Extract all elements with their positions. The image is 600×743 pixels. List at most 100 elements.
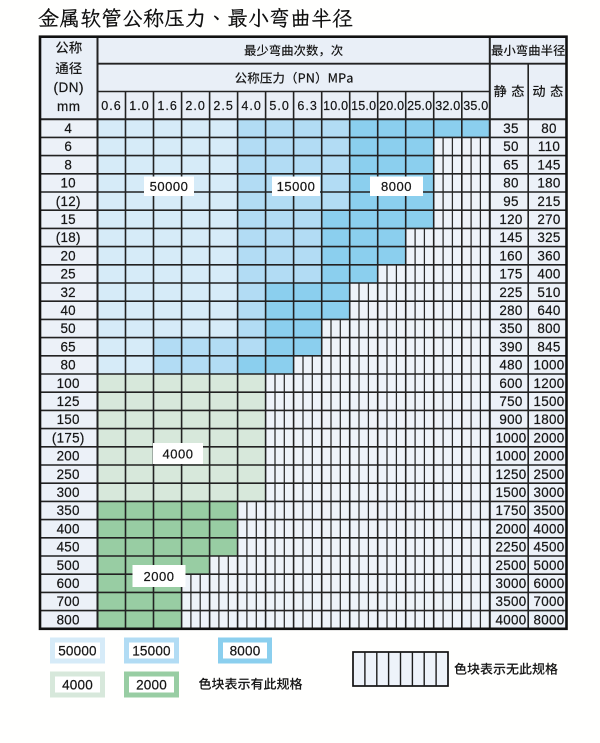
svg-text:8: 8 bbox=[64, 157, 72, 172]
svg-text:1200: 1200 bbox=[534, 376, 565, 391]
svg-text:32: 32 bbox=[60, 285, 76, 300]
svg-text:6000: 6000 bbox=[534, 576, 565, 591]
svg-text:mm: mm bbox=[57, 99, 81, 114]
svg-text:215: 215 bbox=[537, 194, 560, 209]
svg-text:175: 175 bbox=[499, 267, 522, 282]
svg-text:270: 270 bbox=[537, 212, 560, 227]
svg-text:800: 800 bbox=[57, 612, 80, 627]
svg-text:40: 40 bbox=[60, 303, 76, 318]
svg-text:390: 390 bbox=[499, 339, 522, 354]
svg-text:325: 325 bbox=[537, 230, 560, 245]
svg-text:150: 150 bbox=[57, 412, 80, 427]
svg-text:2000: 2000 bbox=[534, 449, 565, 464]
svg-text:2.0: 2.0 bbox=[185, 99, 205, 113]
svg-text:25.0: 25.0 bbox=[407, 99, 432, 113]
svg-text:900: 900 bbox=[499, 412, 522, 427]
svg-text:10.0: 10.0 bbox=[323, 99, 348, 113]
svg-text:65: 65 bbox=[503, 157, 519, 172]
svg-text:1500: 1500 bbox=[534, 394, 565, 409]
svg-text:80: 80 bbox=[503, 176, 519, 191]
svg-text:2500: 2500 bbox=[496, 558, 527, 573]
svg-text:15: 15 bbox=[60, 212, 76, 227]
svg-text:2250: 2250 bbox=[496, 540, 527, 555]
svg-text:50: 50 bbox=[60, 321, 76, 336]
svg-text:4: 4 bbox=[64, 121, 72, 136]
svg-text:280: 280 bbox=[499, 303, 522, 318]
svg-text:(DN): (DN) bbox=[54, 80, 85, 95]
svg-text:1500: 1500 bbox=[496, 485, 527, 500]
svg-text:50000: 50000 bbox=[58, 643, 97, 658]
svg-text:450: 450 bbox=[57, 540, 80, 555]
svg-text:400: 400 bbox=[537, 267, 560, 282]
svg-text:35: 35 bbox=[503, 121, 519, 136]
svg-text:360: 360 bbox=[537, 248, 560, 263]
svg-text:80: 80 bbox=[541, 121, 557, 136]
svg-text:1750: 1750 bbox=[496, 503, 527, 518]
svg-text:1.6: 1.6 bbox=[157, 99, 177, 113]
svg-text:1000: 1000 bbox=[534, 358, 565, 373]
svg-text:2500: 2500 bbox=[534, 467, 565, 482]
svg-text:3500: 3500 bbox=[534, 503, 565, 518]
svg-text:4000: 4000 bbox=[62, 677, 93, 692]
svg-text:8000: 8000 bbox=[381, 179, 412, 194]
svg-text:35.0: 35.0 bbox=[463, 99, 488, 113]
svg-text:25: 25 bbox=[60, 267, 76, 282]
svg-text:1250: 1250 bbox=[496, 467, 527, 482]
svg-text:640: 640 bbox=[537, 303, 560, 318]
svg-text:0.6: 0.6 bbox=[101, 99, 121, 113]
svg-text:500: 500 bbox=[57, 558, 80, 573]
svg-text:2000: 2000 bbox=[534, 430, 565, 445]
svg-text:5.0: 5.0 bbox=[269, 99, 289, 113]
svg-text:845: 845 bbox=[537, 339, 560, 354]
svg-text:145: 145 bbox=[537, 157, 560, 172]
svg-text:6: 6 bbox=[64, 139, 72, 154]
svg-text:8000: 8000 bbox=[230, 643, 261, 658]
svg-text:600: 600 bbox=[499, 376, 522, 391]
svg-text:2.5: 2.5 bbox=[213, 99, 233, 113]
svg-text:20: 20 bbox=[60, 248, 76, 263]
svg-text:15000: 15000 bbox=[277, 179, 316, 194]
svg-text:5000: 5000 bbox=[534, 558, 565, 573]
svg-text:65: 65 bbox=[60, 339, 76, 354]
svg-text:(18): (18) bbox=[56, 230, 81, 245]
svg-text:1800: 1800 bbox=[534, 412, 565, 427]
svg-text:6.3: 6.3 bbox=[297, 99, 317, 113]
svg-text:750: 750 bbox=[499, 394, 522, 409]
svg-text:(175): (175) bbox=[52, 430, 85, 445]
svg-text:600: 600 bbox=[57, 576, 80, 591]
svg-text:800: 800 bbox=[537, 321, 560, 336]
svg-text:225: 225 bbox=[499, 285, 522, 300]
svg-text:2000: 2000 bbox=[144, 569, 175, 584]
svg-text:120: 120 bbox=[499, 212, 522, 227]
svg-text:100: 100 bbox=[57, 376, 80, 391]
svg-text:350: 350 bbox=[57, 503, 80, 518]
svg-text:50000: 50000 bbox=[150, 179, 189, 194]
svg-text:95: 95 bbox=[503, 194, 519, 209]
svg-text:32.0: 32.0 bbox=[435, 99, 460, 113]
svg-text:4000: 4000 bbox=[496, 612, 527, 627]
svg-text:160: 160 bbox=[499, 248, 522, 263]
svg-text:15.0: 15.0 bbox=[351, 99, 376, 113]
svg-text:7000: 7000 bbox=[534, 594, 565, 609]
svg-text:3500: 3500 bbox=[496, 594, 527, 609]
svg-text:4500: 4500 bbox=[534, 540, 565, 555]
svg-text:50: 50 bbox=[503, 139, 519, 154]
svg-text:8000: 8000 bbox=[534, 612, 565, 627]
svg-text:3000: 3000 bbox=[534, 485, 565, 500]
svg-text:350: 350 bbox=[499, 321, 522, 336]
svg-text:480: 480 bbox=[499, 358, 522, 373]
svg-text:4000: 4000 bbox=[534, 521, 565, 536]
svg-text:10: 10 bbox=[60, 176, 76, 191]
svg-text:300: 300 bbox=[57, 485, 80, 500]
svg-text:250: 250 bbox=[57, 467, 80, 482]
svg-text:200: 200 bbox=[57, 449, 80, 464]
svg-text:2000: 2000 bbox=[136, 677, 167, 692]
svg-text:4000: 4000 bbox=[163, 447, 194, 462]
svg-text:4.0: 4.0 bbox=[241, 99, 261, 113]
svg-text:145: 145 bbox=[499, 230, 522, 245]
svg-text:125: 125 bbox=[57, 394, 80, 409]
svg-text:510: 510 bbox=[537, 285, 560, 300]
svg-text:(12): (12) bbox=[56, 194, 81, 209]
svg-text:80: 80 bbox=[60, 358, 76, 373]
svg-text:15000: 15000 bbox=[132, 643, 171, 658]
